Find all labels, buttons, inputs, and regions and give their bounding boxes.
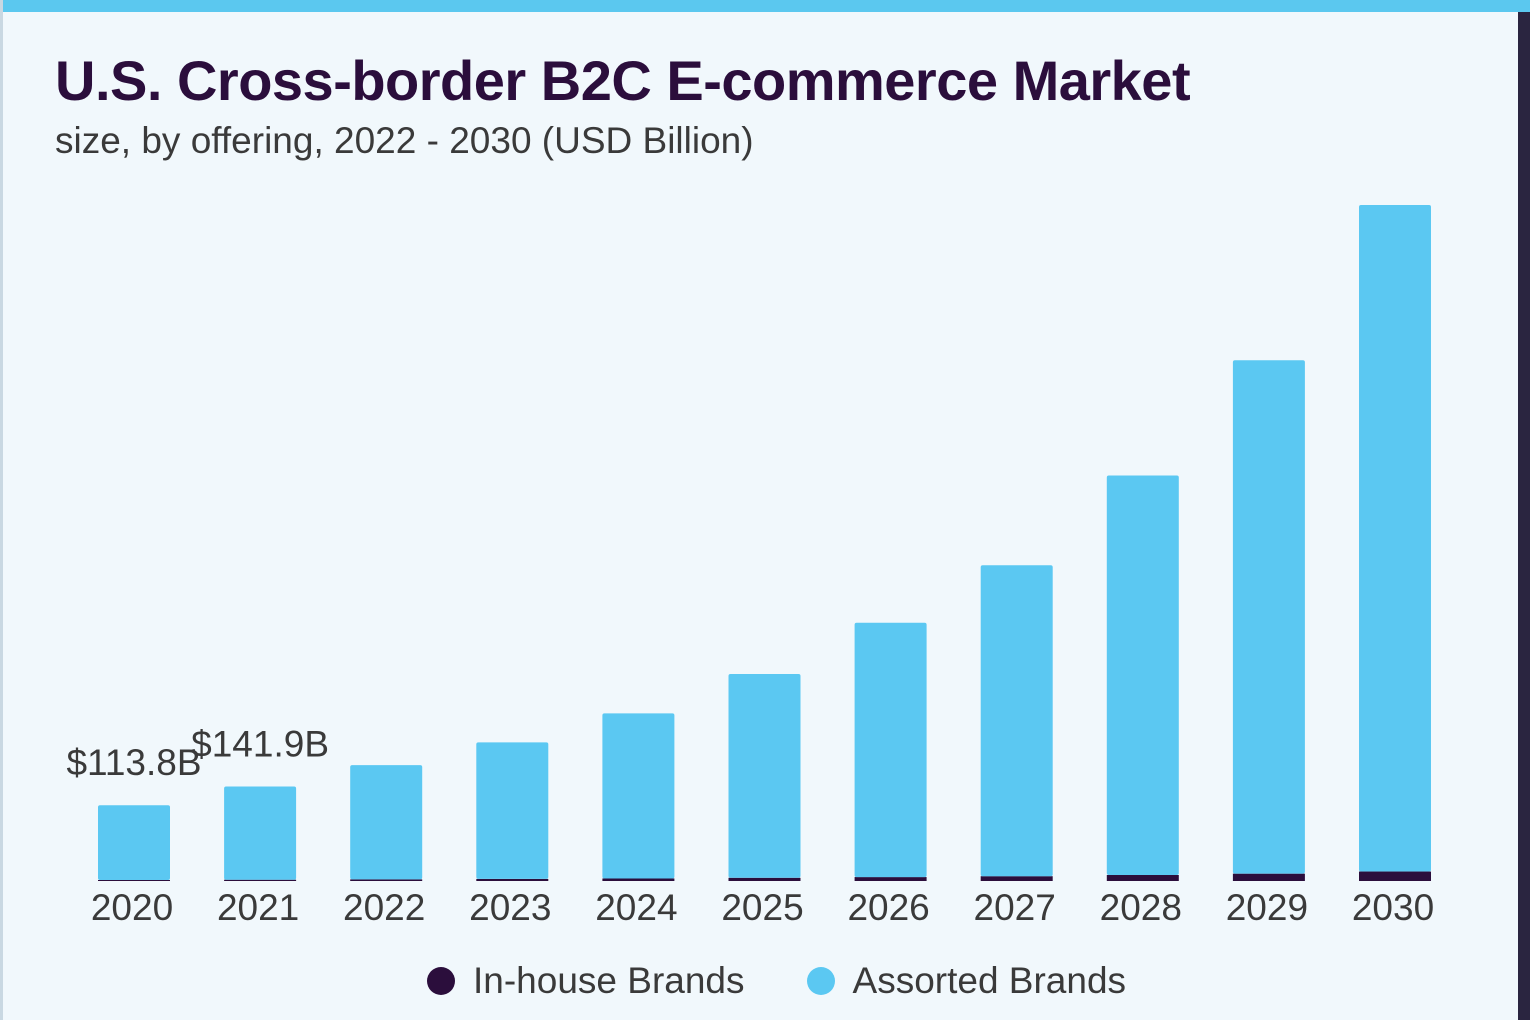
legend-item-in-house: In-house Brands bbox=[427, 960, 745, 1002]
bar-chart-plot: 2020 2021 2022 2023 2024 2025 2026 2027 2028 2029… bbox=[66, 205, 1434, 928]
top-accent-band bbox=[3, 0, 1530, 12]
chart-subtitle: size, by offering, 2022 - 2030 (USD Bill… bbox=[55, 120, 754, 161]
x-tick-2028: 2028 bbox=[1100, 887, 1182, 928]
bar-in-house-2021 bbox=[224, 879, 297, 881]
x-tick-2022: 2022 bbox=[343, 887, 425, 928]
legend-item-assorted: Assorted Brands bbox=[806, 960, 1127, 1002]
legend-swatch-in-house bbox=[427, 967, 455, 995]
legend-label-assorted: Assorted Brands bbox=[852, 960, 1127, 1001]
legend-label-in-house: In-house Brands bbox=[473, 960, 745, 1001]
bar-assorted-2028 bbox=[1106, 475, 1179, 876]
bar-assorted-2025 bbox=[728, 674, 801, 878]
bar-assorted-2024 bbox=[602, 713, 675, 879]
bar-assorted-2020 bbox=[98, 805, 170, 881]
bar-assorted-2022 bbox=[350, 765, 423, 880]
x-tick-2026: 2026 bbox=[847, 887, 929, 928]
bar-assorted-2027 bbox=[980, 565, 1053, 877]
bar-assorted-2026 bbox=[854, 622, 927, 878]
bars-group bbox=[98, 205, 1431, 881]
bar-assorted-2030 bbox=[1359, 205, 1431, 872]
bar-in-house-2029 bbox=[1232, 873, 1305, 881]
x-tick-2025: 2025 bbox=[721, 887, 803, 928]
x-tick-2023: 2023 bbox=[469, 887, 551, 928]
x-tick-2027: 2027 bbox=[974, 887, 1056, 928]
x-axis-ticks: 2020 2021 2022 2023 2024 2025 2026 2027 2028 2029… bbox=[91, 887, 1434, 928]
bar-assorted-2023 bbox=[476, 742, 549, 879]
bar-in-house-2020 bbox=[98, 880, 170, 881]
bar-in-house-2030 bbox=[1359, 871, 1431, 881]
data-labels: $113.8B$141.9B bbox=[66, 724, 329, 784]
bar-assorted-2021 bbox=[224, 786, 297, 880]
bar-in-house-2022 bbox=[350, 879, 423, 881]
right-edge-strip bbox=[1518, 12, 1530, 1020]
bar-assorted-2029 bbox=[1232, 360, 1305, 874]
data-label-2021: $141.9B bbox=[191, 724, 329, 765]
bar-in-house-2028 bbox=[1106, 875, 1179, 881]
x-tick-2029: 2029 bbox=[1226, 887, 1308, 928]
data-label-2020: $113.8B bbox=[66, 742, 201, 783]
x-tick-2030: 2030 bbox=[1352, 887, 1434, 928]
chart-title: U.S. Cross-border B2C E-commerce Market bbox=[55, 49, 1191, 112]
legend: In-house Brands Assorted Brands bbox=[427, 960, 1126, 1002]
bar-in-house-2023 bbox=[476, 878, 549, 881]
legend-swatch-assorted bbox=[806, 967, 835, 995]
bar-in-house-2024 bbox=[602, 878, 675, 881]
x-tick-2021: 2021 bbox=[217, 887, 299, 928]
x-tick-2020: 2020 bbox=[91, 887, 173, 928]
bar-in-house-2025 bbox=[728, 877, 801, 881]
bar-in-house-2027 bbox=[980, 876, 1053, 881]
bar-in-house-2026 bbox=[854, 877, 927, 881]
x-tick-2024: 2024 bbox=[595, 887, 677, 928]
